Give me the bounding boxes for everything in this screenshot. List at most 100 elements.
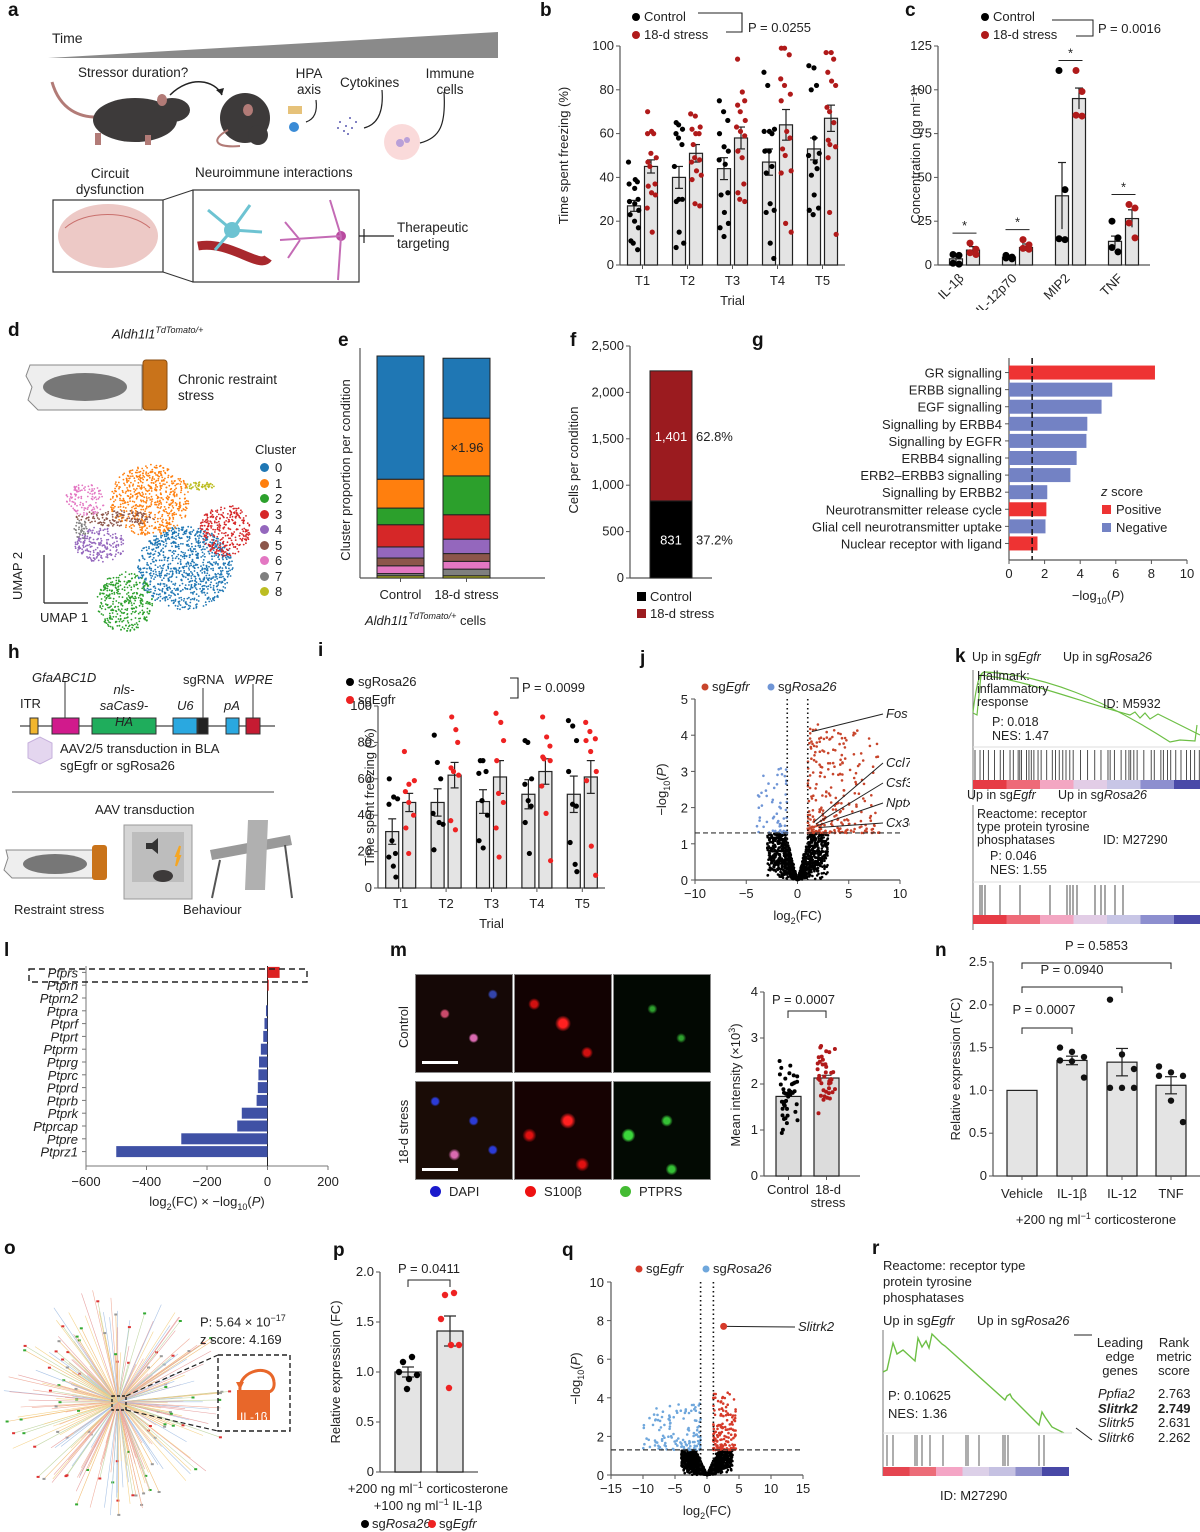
umap-point (114, 536, 117, 538)
umap-point (175, 576, 178, 579)
umap-point (122, 619, 125, 622)
umap-point (141, 515, 144, 518)
umap-point (135, 475, 138, 478)
up-sgegfr-point (821, 749, 824, 752)
umap-point (128, 477, 131, 480)
umap-point (146, 533, 149, 535)
up-sgegfr-point (811, 809, 815, 812)
up-sgegfr-point (843, 736, 847, 740)
up-sgrosa26-point (774, 829, 777, 833)
umap-point (172, 512, 174, 515)
ns-point (808, 875, 811, 878)
data-point (645, 183, 651, 189)
umap-point (126, 630, 129, 632)
umap-point (178, 603, 181, 605)
gsea-plots (972, 670, 1200, 930)
umap-point (148, 489, 151, 492)
data-point (394, 796, 401, 802)
ns-point (820, 872, 824, 875)
umap-point (225, 548, 228, 551)
umap-point (136, 485, 139, 487)
umap-point (80, 541, 82, 543)
data-point (735, 102, 741, 108)
umap-point (209, 598, 212, 600)
umap-point (163, 563, 166, 566)
umap-point (205, 574, 208, 577)
umap-point (228, 560, 231, 563)
data-point (525, 739, 531, 745)
ns-point (811, 865, 815, 868)
umap-point (137, 481, 140, 484)
umap-point (184, 584, 187, 586)
up-sgrosa26-point (764, 789, 768, 792)
ns-point (807, 866, 811, 869)
umap-point (233, 531, 236, 533)
umap-point (86, 495, 89, 498)
umap-point (133, 501, 136, 503)
up-sgegfr-point (827, 768, 830, 771)
umap-point (196, 552, 199, 555)
umap-point (139, 494, 142, 497)
umap-point (195, 539, 197, 541)
up-sgegfr-point (810, 797, 814, 800)
up-sgegfr-point (843, 746, 847, 749)
up-sgegfr-point (841, 773, 844, 776)
umap-point (87, 532, 89, 535)
legend-marker (632, 13, 640, 21)
umap-point (177, 562, 179, 565)
umap-point (128, 525, 131, 528)
umap-point (217, 556, 220, 559)
umap-point (210, 567, 213, 570)
umap-point (212, 569, 215, 572)
umap-point (127, 591, 130, 594)
umap-point (145, 496, 148, 498)
umap-point (171, 475, 174, 477)
umap-point (197, 575, 200, 577)
up-sgrosa26-point (762, 774, 765, 778)
bar-neurotransmitter-release-cycle (1009, 502, 1047, 517)
up-sgegfr-point (808, 824, 811, 827)
umap-point (94, 520, 96, 523)
up-sgegfr-point (860, 810, 863, 814)
umap-point (143, 522, 146, 524)
umap-point (99, 508, 102, 511)
umap-point (88, 488, 91, 491)
umap-point (180, 579, 183, 581)
umap-point (184, 509, 187, 511)
umap-point (213, 535, 216, 537)
umap-point (224, 566, 227, 568)
umap-point (146, 607, 149, 610)
up-sgegfr-point (860, 825, 863, 828)
umap-point (234, 517, 237, 519)
umap-point (210, 486, 213, 489)
umap-point (115, 517, 118, 519)
up-sgegfr-point (814, 787, 817, 790)
umap-point (209, 483, 211, 485)
umap-point (91, 520, 93, 523)
umap-point (134, 512, 137, 515)
umap-point (212, 584, 215, 587)
umap-point (147, 553, 150, 555)
umap-point (134, 575, 137, 578)
umap-point (181, 606, 184, 609)
y-tick-label: EGF signalling (917, 400, 1002, 415)
umap-point (98, 542, 101, 545)
umap-point (138, 577, 140, 580)
umap-point (75, 521, 78, 524)
data-point (827, 141, 833, 148)
umap-point (78, 536, 80, 538)
up-sgegfr-point (854, 780, 857, 784)
ns-point (777, 873, 781, 877)
umap-point (118, 493, 121, 496)
umap-point (132, 523, 134, 526)
cluster-id: 6 (275, 553, 283, 569)
umap1-label: UMAP 1 (40, 610, 89, 625)
cluster-id: 1 (275, 475, 283, 491)
data-point (771, 255, 777, 262)
umap-point (191, 550, 194, 553)
umap-point (149, 603, 151, 606)
umap-point (150, 490, 153, 492)
umap-point (209, 525, 212, 527)
umap-point (195, 482, 198, 485)
rank-colorbar (1073, 915, 1108, 924)
